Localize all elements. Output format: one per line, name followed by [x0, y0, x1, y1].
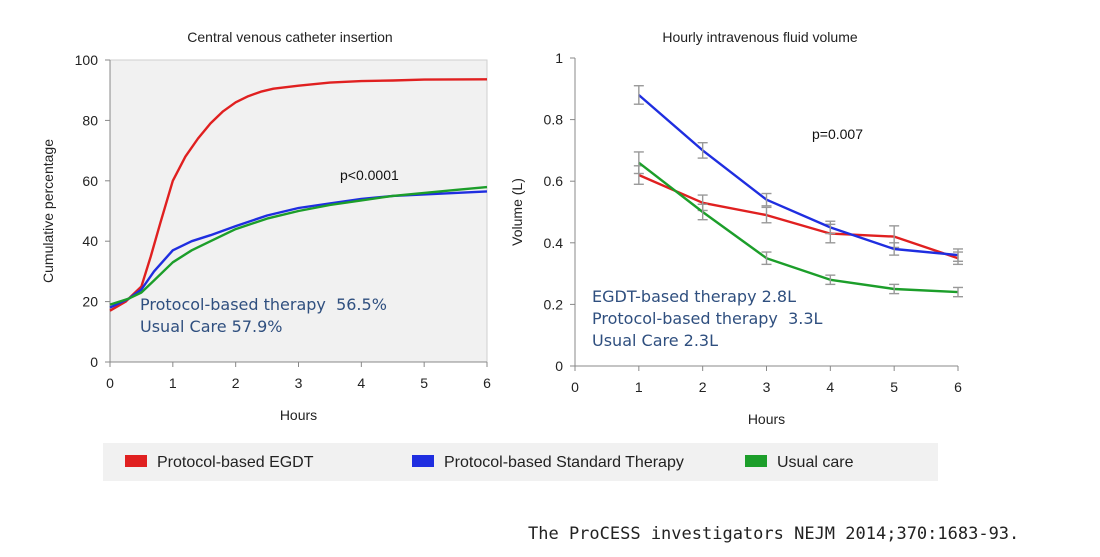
y-tick-label: 0.2 — [544, 296, 564, 312]
x-tick-label: 0 — [106, 375, 114, 391]
summary-text-line: Protocol-based therapy 56.5% — [140, 295, 387, 314]
x-tick-label: 1 — [169, 375, 177, 391]
y-tick-label: 1 — [555, 50, 563, 66]
x-tick-label: 6 — [954, 379, 962, 395]
legend-label: Protocol-based EGDT — [157, 454, 314, 471]
x-tick-label: 3 — [295, 375, 303, 391]
legend-box — [103, 443, 938, 481]
x-axis-label: Hours — [748, 411, 785, 427]
x-tick-label: 5 — [890, 379, 898, 395]
y-tick-label: 0.6 — [544, 173, 564, 189]
chart-title: Hourly intravenous fluid volume — [662, 29, 858, 45]
legend-swatch — [125, 455, 147, 467]
y-tick-label: 0 — [555, 358, 563, 374]
x-tick-label: 5 — [420, 375, 428, 391]
y-tick-label: 60 — [82, 173, 98, 189]
y-tick-label: 0.8 — [544, 112, 564, 128]
series-line-protocol-based-egdt — [109, 78, 488, 312]
summary-text-line: Usual Care 57.9% — [140, 317, 282, 336]
x-axis-label: Hours — [280, 407, 317, 423]
y-axis-label: Cumulative percentage — [40, 139, 56, 283]
series-line-protocol-based-standard-therapy — [638, 94, 959, 257]
x-tick-label: 2 — [232, 375, 240, 391]
y-tick-label: 20 — [82, 294, 98, 310]
y-tick-label: 0.4 — [544, 235, 564, 251]
legend-swatch — [745, 455, 767, 467]
summary-text-line: Usual Care 2.3L — [592, 331, 718, 350]
legend-label: Usual care — [777, 454, 854, 471]
x-tick-label: 3 — [763, 379, 771, 395]
chart-title: Central venous catheter insertion — [187, 29, 392, 45]
x-tick-label: 4 — [826, 379, 834, 395]
p-value-annotation: p=0.007 — [812, 126, 863, 142]
y-tick-label: 100 — [75, 52, 99, 68]
y-tick-label: 80 — [82, 112, 98, 128]
summary-text-line: EGDT-based therapy 2.8L — [592, 287, 796, 306]
legend-swatch — [412, 455, 434, 467]
summary-text-line: Protocol-based therapy 3.3L — [592, 309, 823, 328]
y-tick-label: 40 — [82, 233, 98, 249]
series-line-usual-care — [109, 185, 488, 306]
x-tick-label: 4 — [357, 375, 365, 391]
y-axis-label: Volume (L) — [509, 178, 525, 246]
series-line-protocol-based-egdt — [638, 173, 959, 260]
x-tick-label: 2 — [699, 379, 707, 395]
series-line-usual-care — [638, 161, 959, 294]
legend-label: Protocol-based Standard Therapy — [444, 454, 684, 471]
p-value-annotation: p<0.0001 — [340, 167, 399, 183]
x-tick-label: 1 — [635, 379, 643, 395]
citation: The ProCESS investigators NEJM 2014;370:… — [528, 524, 1020, 544]
x-tick-label: 6 — [483, 375, 491, 391]
x-tick-label: 0 — [571, 379, 579, 395]
y-tick-label: 0 — [90, 354, 98, 370]
